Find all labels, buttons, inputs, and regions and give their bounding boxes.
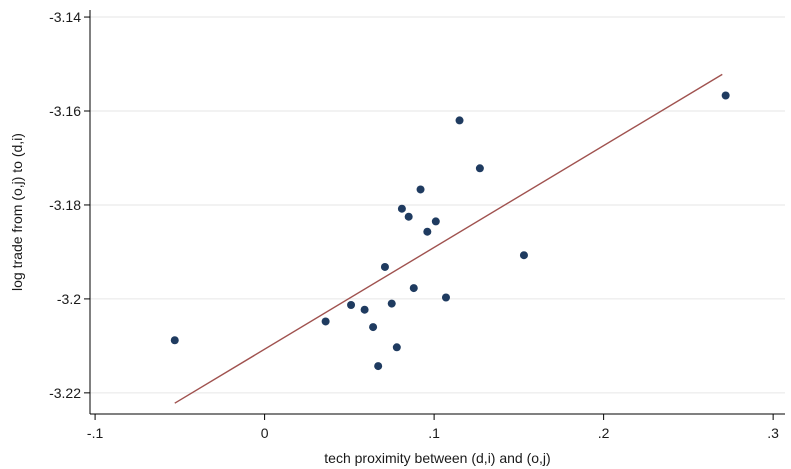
scatter-point bbox=[409, 284, 418, 293]
scatter-point bbox=[392, 343, 401, 352]
x-tick-label: 0 bbox=[261, 425, 269, 441]
fit-line-layer bbox=[174, 73, 723, 404]
scatter-point bbox=[423, 227, 432, 236]
x-tick-label: -.1 bbox=[87, 425, 104, 441]
scatter-point bbox=[321, 317, 330, 326]
scatter-point bbox=[721, 91, 730, 100]
scatter-point bbox=[369, 323, 378, 332]
y-tick-label: -3.14 bbox=[49, 9, 81, 25]
scatter-point bbox=[441, 293, 450, 302]
data-points bbox=[170, 91, 730, 371]
scatter-point bbox=[374, 362, 383, 371]
scatter-point bbox=[347, 301, 356, 310]
y-tick-label: -3.16 bbox=[49, 103, 81, 119]
x-tick-label: .3 bbox=[767, 425, 779, 441]
scatter-point bbox=[360, 305, 369, 314]
scatter-point bbox=[416, 185, 425, 194]
y-tick-label: -3.18 bbox=[49, 197, 81, 213]
scatter-point bbox=[431, 217, 440, 226]
x-tick-label: .1 bbox=[428, 425, 440, 441]
fitted-line bbox=[174, 73, 723, 404]
y-axis-title: log trade from (o,j) to (d,i) bbox=[9, 133, 25, 291]
scatter-point bbox=[380, 262, 389, 271]
axes: -3.14 -3.16 -3.18 -3.2 -3.22 -.1 0 .1 .2 .3 bbox=[49, 9, 785, 441]
scatter-point bbox=[404, 212, 413, 221]
scatter-point bbox=[397, 204, 406, 213]
scatter-point bbox=[387, 299, 396, 308]
scatter-point bbox=[170, 336, 179, 345]
y-tick-label: -3.22 bbox=[49, 385, 81, 401]
scatter-point bbox=[455, 116, 464, 125]
x-axis-title: tech proximity between (d,i) and (o,j) bbox=[324, 450, 550, 466]
scatter-point bbox=[519, 251, 528, 260]
y-tick-label: -3.2 bbox=[57, 291, 81, 307]
grid-lines bbox=[90, 16, 785, 394]
scatter-point bbox=[475, 164, 484, 173]
x-tick-label: .2 bbox=[598, 425, 610, 441]
plot-background bbox=[90, 10, 785, 414]
